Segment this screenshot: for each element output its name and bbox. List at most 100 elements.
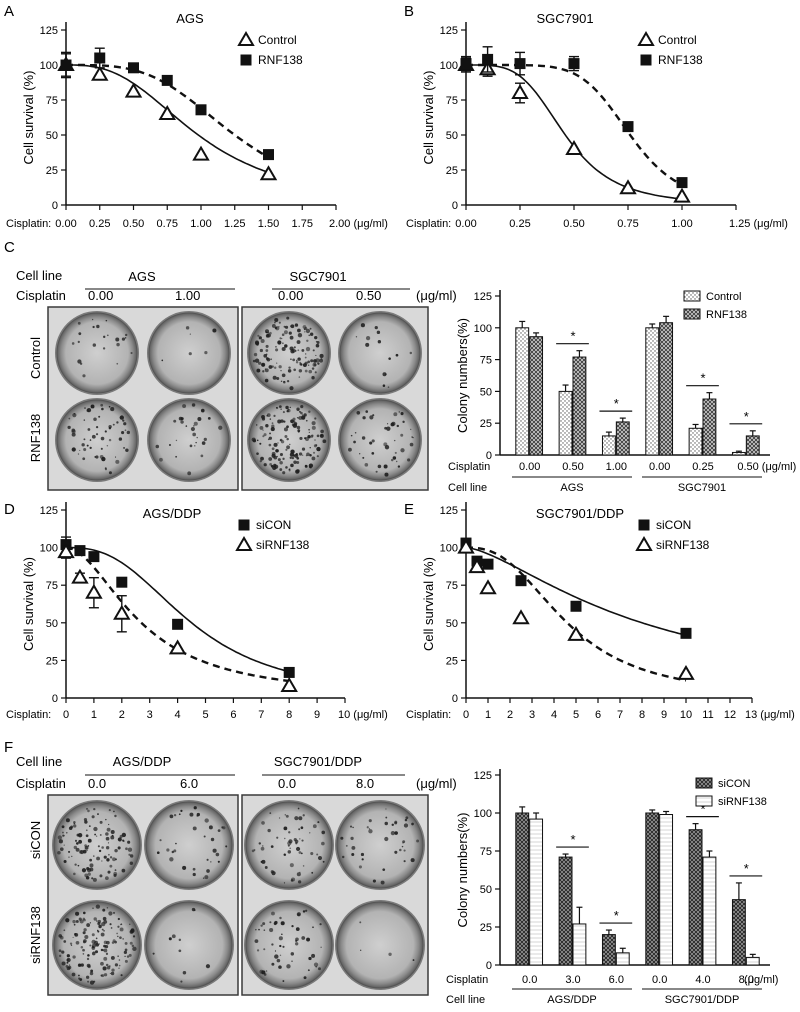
colony-dot (271, 422, 274, 425)
x-prefix-label: Cisplatin: (6, 218, 51, 230)
colony-dot (58, 949, 62, 953)
colony-dot (300, 404, 304, 409)
group-label: AGS/DDP (547, 994, 597, 1006)
colony-dot (63, 844, 65, 846)
colony-dot (103, 335, 106, 339)
colony-dot (122, 839, 125, 842)
legend-label: Control (706, 291, 741, 303)
colony-dot (295, 927, 300, 931)
colony-dot (97, 921, 101, 926)
dose-tick-label: 0.0 (652, 974, 667, 986)
colony-dot (353, 440, 356, 444)
colony-dot (261, 970, 266, 975)
colony-dot (81, 443, 85, 447)
colony-dot (123, 950, 128, 955)
colony-dot (73, 822, 76, 825)
colony-dot (294, 839, 299, 844)
colony-dot (294, 350, 297, 352)
colony-dot (58, 954, 62, 958)
colony-dot (297, 333, 303, 338)
y-tick-label: 0 (52, 200, 58, 212)
colony-dot (305, 454, 308, 457)
colony-dot (86, 868, 92, 873)
colony-dot (74, 839, 78, 842)
colony-dot (120, 974, 123, 977)
colony-dot (266, 413, 271, 418)
colony-dot (251, 437, 256, 442)
colony-dot (296, 456, 300, 460)
colony-dot (180, 417, 184, 421)
colony-dot (275, 406, 279, 410)
colony-dot (74, 863, 77, 866)
colony-dot (108, 809, 111, 812)
colony-dot (303, 976, 307, 980)
y-tick-label: 100 (474, 808, 492, 820)
colony-dot (59, 847, 64, 851)
colony-dot (95, 904, 101, 909)
x-tick-label: 8 (286, 709, 292, 721)
data-point (676, 177, 688, 189)
legend-label: siCON (718, 778, 750, 790)
colony-dot (108, 438, 112, 442)
colony-dot (178, 938, 182, 942)
colony-dot (269, 921, 272, 924)
colony-dot (119, 936, 122, 939)
colony-dot (286, 425, 289, 429)
colony-dot (264, 378, 269, 383)
colony-dot (290, 463, 294, 468)
colony-dot (155, 444, 160, 449)
colony-dot (193, 425, 195, 427)
colony-dot (78, 974, 80, 977)
data-point (637, 31, 655, 46)
colony-dot (83, 419, 86, 421)
colony-dot (116, 342, 120, 347)
colony-dot (114, 869, 117, 871)
colony-dot (259, 425, 264, 430)
y-tick-label: 125 (40, 25, 58, 37)
colony-dot (65, 818, 70, 823)
colony-dot (104, 944, 109, 949)
legend-label: siRNF138 (256, 538, 310, 552)
colony-dot (269, 463, 272, 466)
colony-dot (86, 957, 90, 961)
colony-dot (256, 949, 260, 952)
colony-dot (289, 863, 294, 868)
x-tick-label: 7 (258, 709, 264, 721)
colony-dot (351, 852, 355, 857)
colony-dot (372, 414, 375, 417)
bar (731, 899, 746, 966)
colony-dot (118, 964, 121, 967)
colony-dot (262, 435, 265, 438)
cell-line-label: Cell line (16, 268, 62, 283)
fit-curve (466, 546, 687, 682)
colony-dot (286, 437, 289, 441)
colony-dot (96, 324, 100, 329)
colony-dot (100, 447, 103, 450)
colony-dot (265, 424, 269, 428)
colony-dot (185, 425, 188, 427)
bar (529, 336, 544, 456)
colony-dot (258, 928, 260, 931)
colony-dot (365, 342, 370, 347)
colony-dot (295, 361, 299, 364)
x-tick-label: 12 (724, 709, 736, 721)
colony-dot (311, 871, 314, 874)
colony-dot (260, 338, 265, 344)
colony-dot (178, 949, 182, 953)
x-tick-label: 3 (529, 709, 535, 721)
colony-dot (267, 332, 269, 334)
colony-dot (311, 421, 316, 426)
colony-dot (268, 365, 273, 369)
colony-dot (306, 937, 311, 942)
colony-dot (252, 359, 256, 363)
colony-dot (297, 328, 301, 333)
colony-dot (271, 871, 276, 876)
colony-dot (168, 443, 171, 446)
data-point (60, 59, 72, 71)
x-prefix-label: Cisplatin: (6, 709, 51, 721)
y-axis-label: Cell survival (%) (21, 557, 36, 651)
colony-dot (382, 384, 386, 387)
colony-dot (377, 464, 382, 469)
colony-dot (92, 325, 95, 329)
colony-dot (217, 860, 220, 863)
